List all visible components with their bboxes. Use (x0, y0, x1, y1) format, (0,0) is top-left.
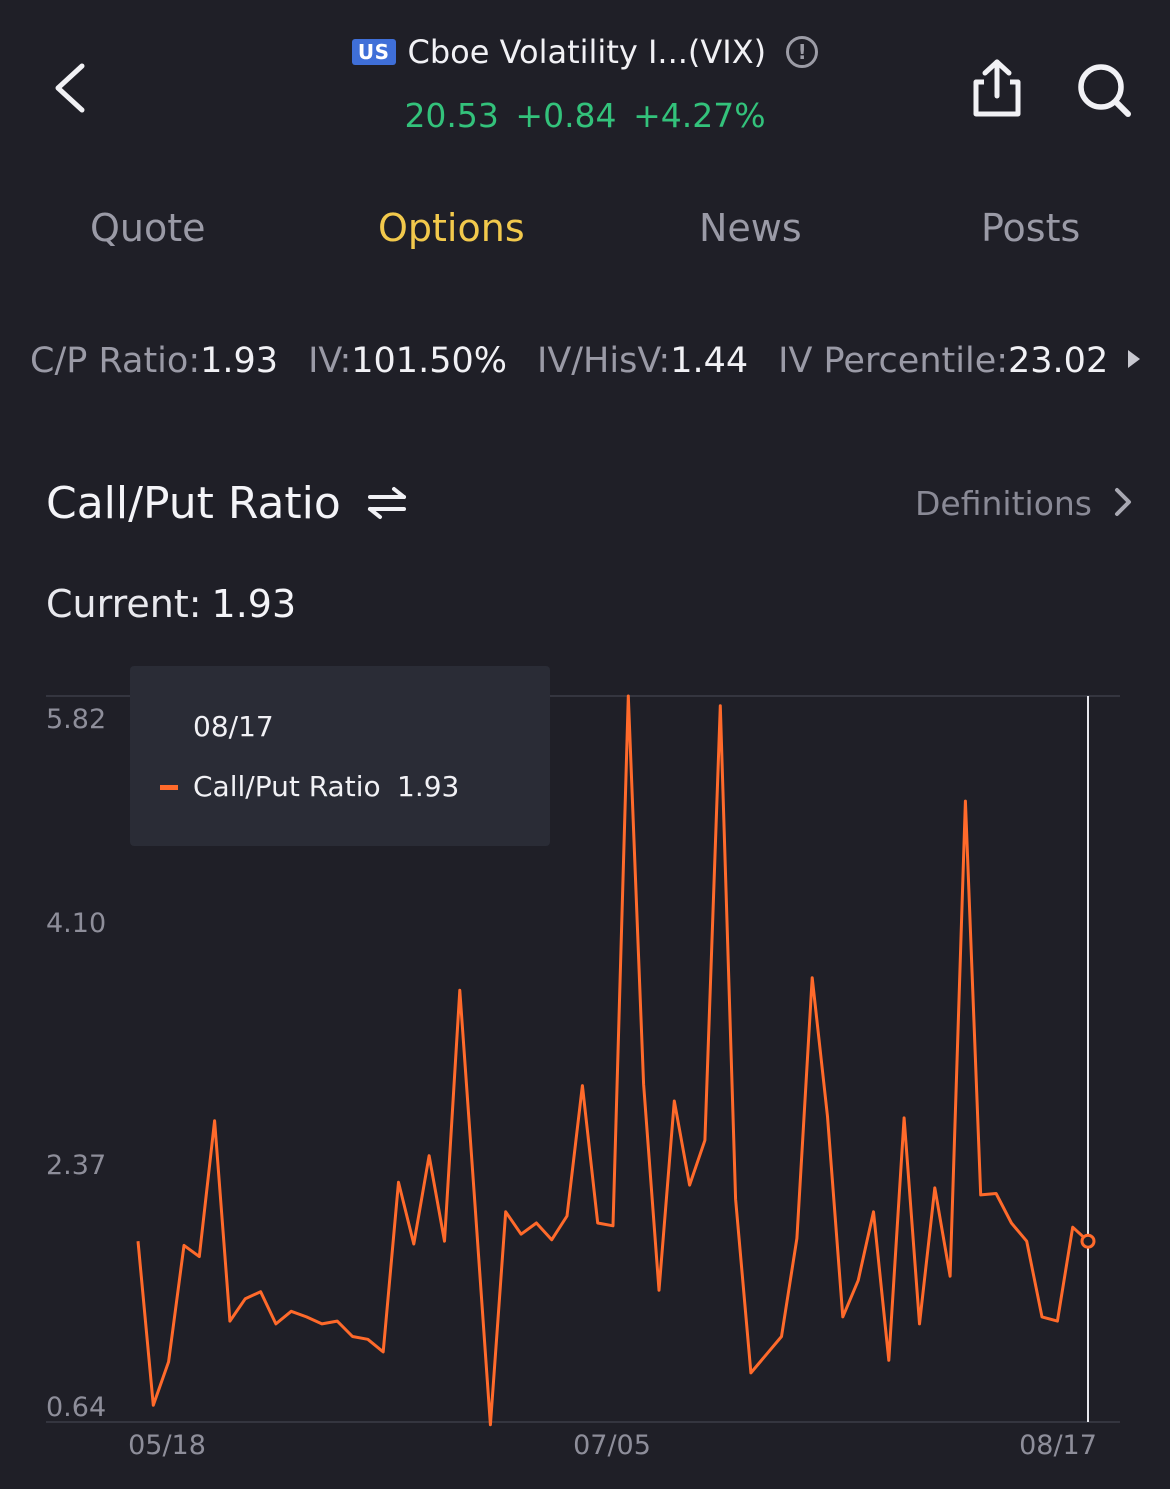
y-tick-label: 0.64 (46, 1392, 106, 1423)
metric-value: 1.93 (200, 341, 279, 381)
play-arrow-icon[interactable] (1124, 348, 1144, 370)
metric-iv: IV:101.50% (308, 341, 507, 381)
market-badge: US (351, 39, 396, 65)
y-tick-label: 2.37 (46, 1150, 106, 1181)
y-tick-label: 4.10 (46, 908, 106, 939)
tab-posts[interactable]: Posts (981, 206, 1081, 250)
x-tick-label: 05/18 (128, 1430, 206, 1461)
price-change: +0.84 (515, 96, 617, 135)
swap-icon[interactable] (366, 486, 408, 520)
metric-label: IV Percentile: (778, 341, 1009, 381)
price-change-pct: +4.27% (633, 96, 766, 135)
instrument-title: Cboe Volatility I...(VIX) (407, 33, 767, 71)
tab-news[interactable]: News (699, 206, 802, 250)
x-tick-label: 08/17 (1019, 1430, 1097, 1461)
current-label: Current: (46, 582, 202, 626)
header-title: US Cboe Volatility I...(VIX) ! (0, 30, 1170, 74)
metric-value: 101.50% (351, 341, 507, 381)
metric-label: IV: (308, 341, 352, 381)
y-tick-label: 5.82 (46, 704, 106, 735)
call-put-ratio-chart[interactable]: 5.82 4.10 2.37 0.64 05/18 07/05 08/17 (0, 640, 1170, 1489)
share-icon[interactable] (968, 58, 1026, 120)
tooltip-date: 08/17 (193, 710, 274, 743)
tooltip-legend-swatch (160, 785, 178, 790)
last-point-marker (1080, 1233, 1096, 1249)
series-line (136, 694, 1090, 1427)
x-tick-label: 07/05 (573, 1430, 651, 1461)
section-title: Call/Put Ratio (46, 478, 341, 529)
tab-quote[interactable]: Quote (90, 206, 206, 250)
info-icon[interactable]: ! (786, 36, 819, 68)
current-value: 1.93 (211, 582, 297, 626)
tooltip-series-label: Call/Put Ratio (193, 770, 381, 803)
last-price: 20.53 (404, 96, 499, 135)
current-value-row: Current: 1.93 (46, 582, 296, 626)
metric-label: IV/HisV: (537, 341, 671, 381)
metric-cp-ratio: C/P Ratio:1.93 (30, 341, 278, 381)
chevron-right-icon[interactable] (1112, 486, 1134, 518)
price-line: 20.53 +0.84 +4.27% (0, 96, 1170, 135)
metric-value: 23.02 (1008, 341, 1109, 381)
tooltip-value: 1.93 (397, 770, 460, 803)
metric-value: 1.44 (670, 341, 749, 381)
definitions-link[interactable]: Definitions (915, 484, 1092, 523)
search-icon[interactable] (1074, 60, 1134, 120)
tooltip (130, 666, 550, 846)
metric-label: C/P Ratio: (30, 341, 201, 381)
back-icon[interactable] (48, 58, 92, 118)
metrics-row[interactable]: C/P Ratio:1.93 IV:101.50% IV/HisV:1.44 I… (30, 336, 1138, 386)
metric-iv-percentile: IV Percentile:23.02 (778, 341, 1108, 381)
metric-iv-hisv: IV/HisV:1.44 (537, 341, 748, 381)
tab-options[interactable]: Options (378, 206, 525, 250)
